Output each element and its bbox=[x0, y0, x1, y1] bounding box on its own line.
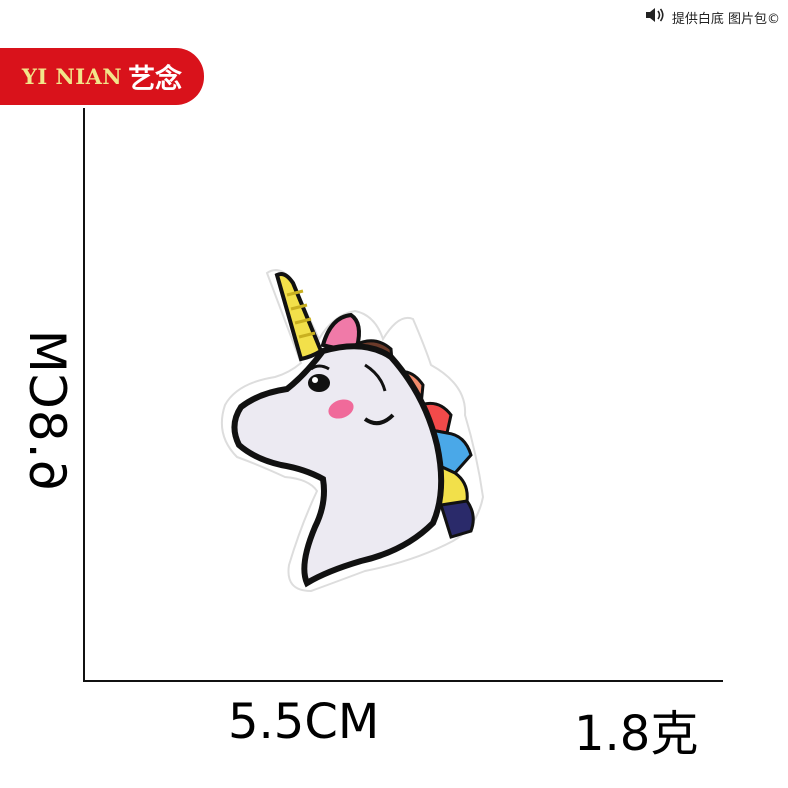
head bbox=[231, 343, 445, 588]
brand-name-cn: 艺念 bbox=[128, 64, 183, 95]
notice-text: 提供白底 图片包© bbox=[671, 11, 780, 27]
height-label: 6.8CM bbox=[18, 328, 76, 492]
top-notice: 提供白底 图片包© bbox=[644, 6, 780, 28]
speaker-icon bbox=[644, 6, 668, 28]
weight-label: 1.8克 bbox=[574, 706, 699, 762]
eye bbox=[308, 374, 330, 392]
unicorn-patch-icon bbox=[215, 265, 495, 595]
brand-name-en: YI NIAN bbox=[21, 64, 123, 89]
width-label: 5.5CM bbox=[228, 694, 380, 750]
vertical-axis-line bbox=[83, 108, 85, 682]
smile bbox=[363, 413, 395, 426]
horizontal-axis-line bbox=[83, 680, 723, 682]
brand-badge: YI NIAN 艺念 bbox=[0, 48, 204, 105]
cheek bbox=[328, 399, 354, 419]
